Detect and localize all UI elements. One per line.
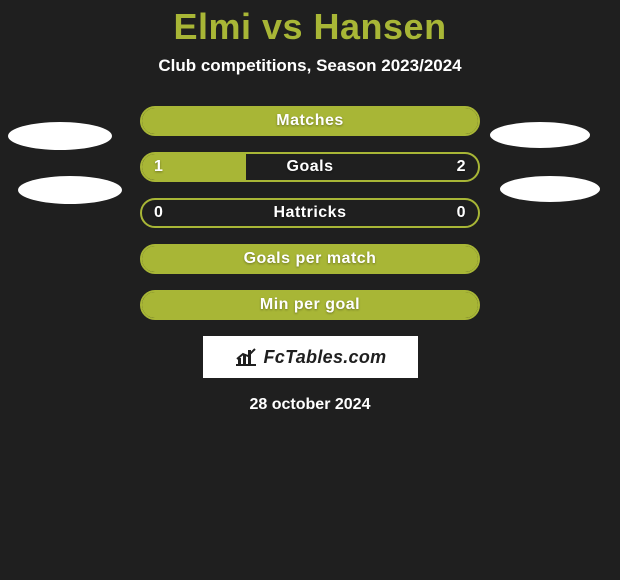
date-text: 28 october 2024 xyxy=(0,396,620,414)
stat-label: Hattricks xyxy=(274,204,347,222)
stats-stage: Matches 1 Goals 2 0 Hattricks 0 Goals per match… xyxy=(0,106,620,414)
stat-bar: 0 Hattricks 0 xyxy=(140,198,480,228)
stat-left-value: 0 xyxy=(154,204,163,222)
page-title: Elmi vs Hansen xyxy=(0,0,620,48)
stat-bar: Min per goal xyxy=(140,290,480,320)
logo-chart-icon xyxy=(234,347,258,367)
stat-label: Goals per match xyxy=(244,250,377,268)
stat-bar: Goals per match xyxy=(140,244,480,274)
stat-bar: Matches xyxy=(140,106,480,136)
stat-label: Matches xyxy=(276,112,344,130)
stat-left-value: 1 xyxy=(154,158,163,176)
infographic-root: Elmi vs Hansen Club competitions, Season… xyxy=(0,0,620,580)
logo-text: FcTables.com xyxy=(264,347,387,368)
decor-ellipse-left-1 xyxy=(8,122,112,150)
stat-label: Goals xyxy=(287,158,334,176)
logo-plate: FcTables.com xyxy=(203,336,418,378)
stat-right-value: 0 xyxy=(457,204,466,222)
subtitle: Club competitions, Season 2023/2024 xyxy=(0,56,620,76)
decor-ellipse-right-1 xyxy=(490,122,590,148)
stat-right-value: 2 xyxy=(457,158,466,176)
stat-label: Min per goal xyxy=(260,296,360,314)
decor-ellipse-left-2 xyxy=(18,176,122,204)
stat-bar: 1 Goals 2 xyxy=(140,152,480,182)
decor-ellipse-right-2 xyxy=(500,176,600,202)
